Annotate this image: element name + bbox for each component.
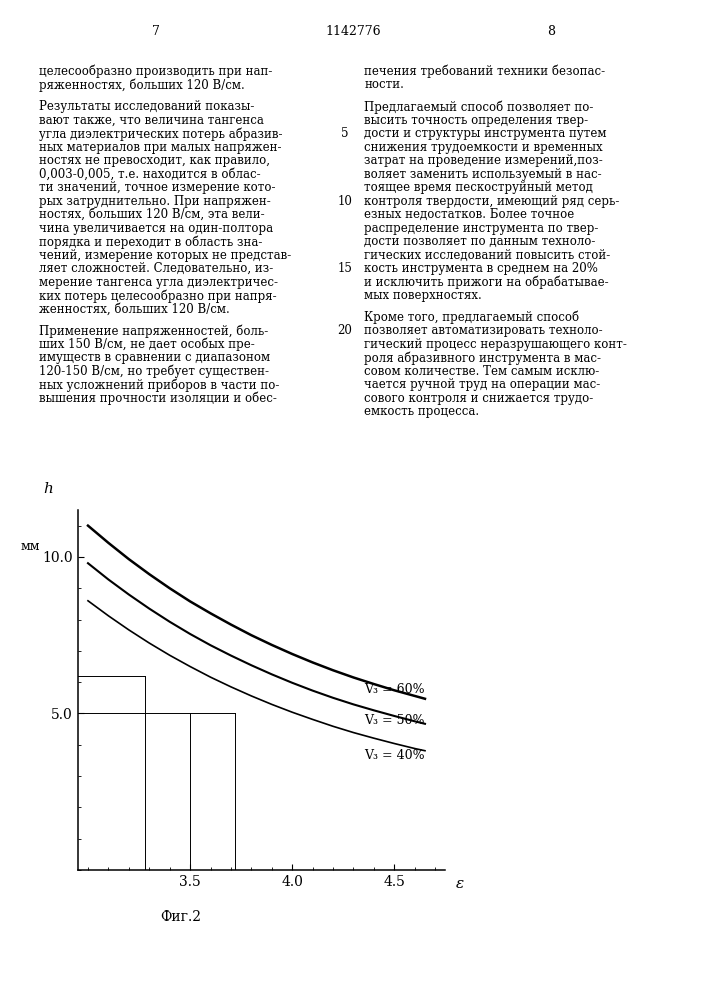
Text: 0,003-0,005, т.е. находится в облас-: 0,003-0,005, т.е. находится в облас- (39, 168, 260, 181)
Text: ных усложнений приборов в части по-: ных усложнений приборов в части по- (39, 378, 279, 392)
Text: совом количестве. Тем самым исклю-: совом количестве. Тем самым исклю- (364, 365, 600, 378)
Text: 7: 7 (151, 25, 160, 38)
Text: ти значений, точное измерение кото-: ти значений, точное измерение кото- (39, 181, 276, 194)
Text: ε: ε (456, 877, 464, 891)
Text: рых затруднительно. При напряжен-: рых затруднительно. При напряжен- (39, 195, 271, 208)
Text: дости и структуры инструмента путем: дости и структуры инструмента путем (364, 127, 607, 140)
Text: кость инструмента в среднем на 20%: кость инструмента в среднем на 20% (364, 262, 598, 275)
Text: 120-150 В/см, но требует существен-: 120-150 В/см, но требует существен- (39, 365, 269, 378)
Text: гический процесс неразрушающего конт-: гический процесс неразрушающего конт- (364, 338, 627, 351)
Text: V₃ = 60%: V₃ = 60% (363, 683, 424, 696)
Text: ных материалов при малых напряжен-: ных материалов при малых напряжен- (39, 141, 281, 154)
Text: снижения трудоемкости и временных: снижения трудоемкости и временных (364, 141, 603, 154)
Text: дости позволяет по данным техноло-: дости позволяет по данным техноло- (364, 235, 595, 248)
Text: Кроме того, предлагаемый способ: Кроме того, предлагаемый способ (364, 311, 579, 324)
Text: ляет сложностей. Следовательно, из-: ляет сложностей. Следовательно, из- (39, 262, 273, 275)
Text: вают также, что величина тангенса: вают также, что величина тангенса (39, 114, 264, 127)
Text: имуществ в сравнении с диапазоном: имуществ в сравнении с диапазоном (39, 351, 270, 364)
Text: чается ручной труд на операции мас-: чается ручной труд на операции мас- (364, 378, 600, 391)
Text: ших 150 В/см, не дает особых пре-: ших 150 В/см, не дает особых пре- (39, 338, 255, 351)
Text: контроля твердости, имеющий ряд серь-: контроля твердости, имеющий ряд серь- (364, 195, 619, 208)
Text: сового контроля и снижается трудо-: сового контроля и снижается трудо- (364, 392, 593, 405)
Text: роля абразивного инструмента в мас-: роля абразивного инструмента в мас- (364, 351, 601, 365)
Text: угла диэлектрических потерь абразив-: угла диэлектрических потерь абразив- (39, 127, 282, 141)
Text: Предлагаемый способ позволяет по-: Предлагаемый способ позволяет по- (364, 100, 593, 114)
Text: Результаты исследований показы-: Результаты исследований показы- (39, 100, 255, 113)
Text: мм: мм (21, 540, 40, 552)
Text: езных недостатков. Более точное: езных недостатков. Более точное (364, 208, 574, 221)
Text: Фиг.2: Фиг.2 (160, 910, 201, 924)
Text: 20: 20 (337, 324, 353, 337)
Text: позволяет автоматизировать техноло-: позволяет автоматизировать техноло- (364, 324, 603, 337)
Text: печения требований техники безопас-: печения требований техники безопас- (364, 65, 605, 79)
Text: ности.: ности. (364, 78, 404, 91)
Text: порядка и переходит в область зна-: порядка и переходит в область зна- (39, 235, 262, 249)
Text: чений, измерение которых не представ-: чений, измерение которых не представ- (39, 249, 291, 262)
Text: ряженностях, больших 120 В/см.: ряженностях, больших 120 В/см. (39, 78, 245, 92)
Text: воляет заменить используемый в нас-: воляет заменить используемый в нас- (364, 168, 602, 181)
Text: емкость процесса.: емкость процесса. (364, 405, 479, 418)
Text: 10: 10 (337, 195, 353, 208)
Text: ких потерь целесообразно при напря-: ких потерь целесообразно при напря- (39, 289, 276, 303)
Text: V₃ = 40%: V₃ = 40% (363, 749, 424, 762)
Text: мых поверхностях.: мых поверхностях. (364, 289, 482, 302)
Text: тоящее время пескоструйный метод: тоящее время пескоструйный метод (364, 181, 593, 194)
Text: женностях, больших 120 В/см.: женностях, больших 120 В/см. (39, 303, 230, 316)
Text: 5: 5 (341, 127, 349, 140)
Text: гических исследований повысить стой-: гических исследований повысить стой- (364, 249, 610, 262)
Text: 1142776: 1142776 (326, 25, 381, 38)
Text: ностях не превосходит, как правило,: ностях не превосходит, как правило, (39, 154, 270, 167)
Text: 15: 15 (337, 262, 353, 275)
Text: h: h (43, 482, 53, 496)
Text: и исключить прижоги на обрабатывае-: и исключить прижоги на обрабатывае- (364, 276, 609, 289)
Text: мерение тангенса угла диэлектричес-: мерение тангенса угла диэлектричес- (39, 276, 278, 289)
Text: вышения прочности изоляции и обес-: вышения прочности изоляции и обес- (39, 392, 276, 405)
Text: высить точность определения твер-: высить точность определения твер- (364, 114, 588, 127)
Text: целесообразно производить при нап-: целесообразно производить при нап- (39, 65, 272, 79)
Text: затрат на проведение измерений,поз-: затрат на проведение измерений,поз- (364, 154, 603, 167)
Text: распределение инструмента по твер-: распределение инструмента по твер- (364, 222, 599, 235)
Text: ностях, больших 120 В/см, эта вели-: ностях, больших 120 В/см, эта вели- (39, 208, 264, 221)
Text: Применение напряженностей, боль-: Применение напряженностей, боль- (39, 324, 268, 338)
Text: V₃ = 50%: V₃ = 50% (363, 714, 424, 727)
Text: 8: 8 (547, 25, 556, 38)
Text: чина увеличивается на один-полтора: чина увеличивается на один-полтора (39, 222, 273, 235)
